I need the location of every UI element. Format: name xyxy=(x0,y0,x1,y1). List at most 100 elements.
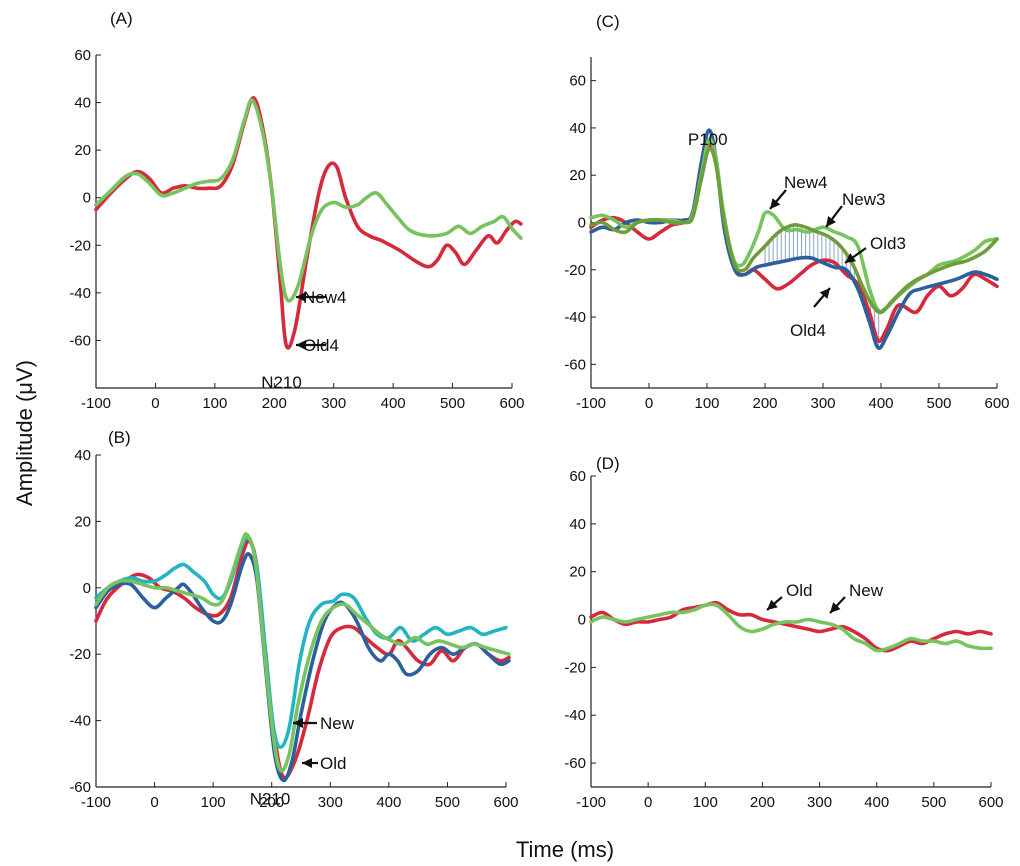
annotation-label: New xyxy=(849,581,884,600)
x-tick-label: 600 xyxy=(493,794,518,811)
y-tick-label: -60 xyxy=(564,755,586,772)
y-tick-label: -20 xyxy=(69,237,91,254)
annotation-arrowhead xyxy=(767,599,778,610)
y-axis-title: Amplitude (μV) xyxy=(12,360,37,506)
y-tick-label: 20 xyxy=(569,167,586,184)
annotation-label: Old4 xyxy=(790,321,826,340)
panel-2: (B) -100 0 100 200 300 400 500 600 -60 -40 -20 0 20 40… xyxy=(69,428,518,811)
x-tick-label: -100 xyxy=(576,794,606,811)
y-tick-label: 60 xyxy=(569,73,586,90)
annotation-label: P100 xyxy=(688,130,728,149)
x-tick-label: 0 xyxy=(151,395,159,412)
y-tick-label: 60 xyxy=(569,468,586,485)
x-tick-label: 400 xyxy=(376,794,401,811)
y-tick-label: 0 xyxy=(578,215,586,232)
x-tick-label: 200 xyxy=(752,395,777,412)
y-tick-label: 20 xyxy=(569,564,586,581)
x-tick-label: 100 xyxy=(201,794,226,811)
x-tick-label: 400 xyxy=(381,395,406,412)
panel-1: (A) -100 0 100 200 300 400 500 600 -60 -40 -20 0 20 40… xyxy=(69,9,524,412)
x-tick-label: 200 xyxy=(259,794,284,811)
annotation-label: N210 xyxy=(261,373,302,392)
y-tick-label: -20 xyxy=(564,262,586,279)
series-line xyxy=(94,532,511,773)
x-tick-label: 100 xyxy=(693,794,718,811)
y-tick-label: 60 xyxy=(74,47,91,64)
x-tick-label: 200 xyxy=(750,794,775,811)
x-tick-label: 400 xyxy=(864,794,889,811)
y-tick-label: 40 xyxy=(569,120,586,137)
series-line xyxy=(589,128,999,351)
y-tick-label: -60 xyxy=(564,356,586,373)
x-tick-label: 100 xyxy=(694,395,719,412)
y-tick-label: 40 xyxy=(74,447,91,464)
x-tick-label: -100 xyxy=(576,395,606,412)
annotation-arrowhead xyxy=(819,288,830,299)
y-tick-label: -20 xyxy=(69,646,91,663)
annotation-label: New3 xyxy=(842,190,885,209)
panel-label: (B) xyxy=(108,428,131,447)
annotation-label: Old3 xyxy=(870,234,906,253)
x-tick-label: 600 xyxy=(978,794,1003,811)
series-line xyxy=(94,539,511,780)
x-tick-label: 100 xyxy=(202,395,227,412)
y-tick-label: -60 xyxy=(69,332,91,349)
series-line xyxy=(94,535,508,749)
annotation-label: New4 xyxy=(784,173,827,192)
y-tick-label: -40 xyxy=(564,707,586,724)
panel-label: (A) xyxy=(110,9,133,28)
y-tick-label: 40 xyxy=(74,95,91,112)
x-tick-label: 0 xyxy=(644,794,652,811)
annotation-arrowhead xyxy=(826,216,837,227)
annotation-label: N210 xyxy=(250,789,291,808)
x-tick-label: 300 xyxy=(321,395,346,412)
panel-label: (C) xyxy=(596,12,620,31)
annotation-label: Old4 xyxy=(303,336,339,355)
x-tick-label: 400 xyxy=(868,395,893,412)
annotation-label: Old xyxy=(320,754,346,773)
series-line xyxy=(589,146,999,315)
annotation-label: New xyxy=(320,714,355,733)
y-tick-label: 20 xyxy=(74,513,91,530)
x-tick-label: 300 xyxy=(807,794,832,811)
x-tick-label: 500 xyxy=(435,794,460,811)
annotation-arrowhead xyxy=(302,758,312,768)
panels-layer: (A)-100 0 100 200 300 400 500 600-60-40-2002040… xyxy=(69,9,1009,811)
y-tick-label: 40 xyxy=(569,516,586,533)
x-tick-label: 200 xyxy=(262,395,287,412)
y-tick-label: -40 xyxy=(564,309,586,326)
series-line xyxy=(589,600,993,653)
annotation-arrowhead xyxy=(830,602,841,613)
x-tick-label: 500 xyxy=(921,794,946,811)
x-tick-label: 500 xyxy=(440,395,465,412)
y-tick-label: 0 xyxy=(578,612,586,629)
annotation-arrowhead xyxy=(293,718,303,728)
x-tick-label: 300 xyxy=(318,794,343,811)
panel-4: (D) -100 0 100 200 300 400 500 600 -60 -40 -20 0 20 40… xyxy=(564,454,1003,811)
x-axis-title: Time (ms) xyxy=(516,837,614,862)
annotation-arrowhead xyxy=(296,292,306,302)
series-line xyxy=(94,98,523,303)
y-tick-label: -60 xyxy=(69,779,91,796)
y-tick-label: 20 xyxy=(74,142,91,159)
x-tick-label: 500 xyxy=(926,395,951,412)
y-tick-label: 0 xyxy=(83,190,91,207)
series-line xyxy=(589,602,993,653)
x-tick-label: 0 xyxy=(645,395,653,412)
y-tick-label: -40 xyxy=(69,285,91,302)
x-tick-label: -100 xyxy=(81,395,111,412)
annotation-arrowhead xyxy=(845,253,857,263)
annotation-label: New4 xyxy=(303,288,346,307)
series-line xyxy=(589,142,999,344)
x-tick-label: 600 xyxy=(984,395,1009,412)
y-tick-label: 0 xyxy=(83,580,91,597)
annotation-label: Old xyxy=(786,581,812,600)
x-tick-label: -100 xyxy=(81,794,111,811)
series-line xyxy=(94,96,523,350)
y-tick-label: -40 xyxy=(69,713,91,730)
x-tick-label: 600 xyxy=(499,395,524,412)
x-tick-label: 0 xyxy=(150,794,158,811)
panel-label: (D) xyxy=(596,454,620,473)
annotation-arrowhead xyxy=(296,340,306,350)
